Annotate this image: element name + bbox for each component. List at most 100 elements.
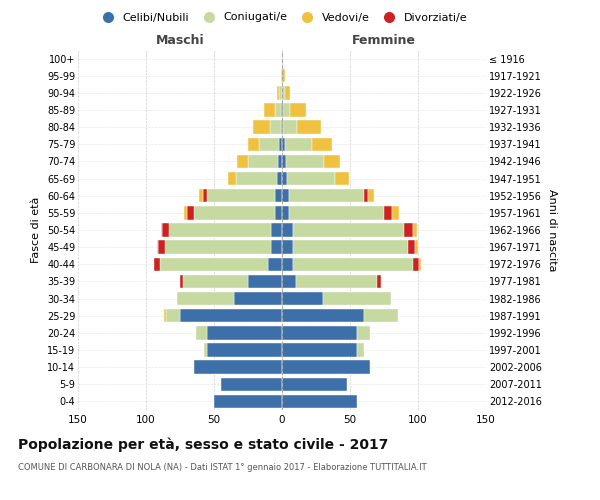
Bar [357, 344, 364, 356]
Bar [221, 378, 282, 391]
Bar [324, 154, 340, 168]
Bar [282, 240, 293, 254]
Bar [248, 138, 259, 151]
Bar [419, 258, 421, 271]
Text: Maschi: Maschi [155, 34, 205, 46]
Bar [281, 120, 282, 134]
Bar [282, 69, 285, 82]
Bar [282, 224, 293, 236]
Text: Femmine: Femmine [352, 34, 416, 46]
Bar [194, 206, 275, 220]
Bar [184, 206, 187, 220]
Bar [265, 104, 275, 117]
Bar [248, 154, 278, 168]
Bar [207, 344, 282, 356]
Bar [384, 206, 392, 220]
Bar [413, 258, 419, 271]
Bar [277, 172, 282, 186]
Bar [335, 172, 349, 186]
Bar [180, 309, 282, 322]
Bar [268, 258, 282, 271]
Bar [281, 104, 282, 117]
Bar [282, 138, 285, 151]
Bar [248, 274, 282, 288]
Bar [282, 258, 293, 271]
Bar [392, 206, 399, 220]
Bar [237, 154, 248, 168]
Bar [270, 120, 281, 134]
Bar [235, 292, 282, 306]
Bar [164, 309, 166, 322]
Bar [415, 240, 418, 254]
Bar [296, 274, 377, 288]
Bar [282, 360, 370, 374]
Bar [377, 274, 381, 288]
Bar [297, 120, 322, 134]
Bar [368, 189, 374, 202]
Bar [253, 120, 270, 134]
Bar [205, 344, 207, 356]
Bar [187, 206, 194, 220]
Bar [409, 240, 415, 254]
Legend: Celibi/Nubili, Coniugati/e, Vedovi/e, Divorziati/e: Celibi/Nubili, Coniugati/e, Vedovi/e, Di… [92, 8, 472, 27]
Bar [154, 258, 160, 271]
Bar [259, 138, 279, 151]
Bar [277, 86, 279, 100]
Y-axis label: Fasce di età: Fasce di età [31, 197, 41, 263]
Bar [279, 86, 282, 100]
Bar [364, 309, 398, 322]
Bar [290, 104, 307, 117]
Bar [312, 138, 332, 151]
Bar [161, 224, 163, 236]
Bar [282, 344, 357, 356]
Bar [282, 292, 323, 306]
Bar [283, 104, 290, 117]
Bar [282, 394, 357, 408]
Bar [404, 224, 413, 236]
Bar [194, 360, 282, 374]
Bar [165, 240, 271, 254]
Bar [271, 240, 282, 254]
Bar [413, 224, 416, 236]
Bar [282, 189, 289, 202]
Bar [323, 292, 391, 306]
Bar [293, 240, 409, 254]
Bar [180, 274, 183, 288]
Bar [196, 326, 207, 340]
Bar [203, 189, 207, 202]
Bar [364, 189, 368, 202]
Bar [207, 326, 282, 340]
Bar [281, 69, 282, 82]
Bar [285, 138, 312, 151]
Bar [287, 172, 335, 186]
Bar [282, 274, 296, 288]
Bar [183, 274, 248, 288]
Bar [158, 240, 165, 254]
Bar [282, 326, 357, 340]
Bar [177, 292, 235, 306]
Bar [286, 154, 324, 168]
Bar [282, 154, 286, 168]
Bar [282, 172, 287, 186]
Bar [160, 258, 268, 271]
Bar [279, 138, 282, 151]
Bar [278, 154, 282, 168]
Bar [283, 120, 297, 134]
Bar [236, 172, 277, 186]
Bar [163, 224, 169, 236]
Bar [289, 206, 384, 220]
Bar [293, 258, 413, 271]
Bar [357, 326, 370, 340]
Text: Popolazione per età, sesso e stato civile - 2017: Popolazione per età, sesso e stato civil… [18, 438, 388, 452]
Bar [293, 224, 404, 236]
Bar [275, 206, 282, 220]
Bar [169, 224, 271, 236]
Bar [282, 86, 285, 100]
Bar [227, 172, 236, 186]
Bar [282, 378, 347, 391]
Bar [275, 104, 281, 117]
Bar [275, 189, 282, 202]
Y-axis label: Anni di nascita: Anni di nascita [547, 188, 557, 271]
Bar [271, 224, 282, 236]
Bar [282, 104, 283, 117]
